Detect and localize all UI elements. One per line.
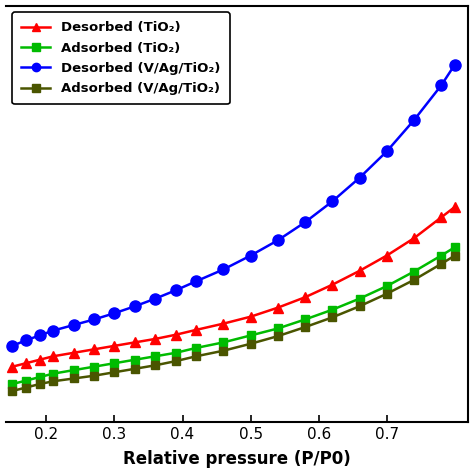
X-axis label: Relative pressure (P/P0): Relative pressure (P/P0) <box>123 450 351 468</box>
Legend: Desorbed (TiO₂), Adsorbed (TiO₂), Desorbed (V/Ag/TiO₂), Adsorbed (V/Ag/TiO₂): Desorbed (TiO₂), Adsorbed (TiO₂), Desorb… <box>12 12 229 104</box>
